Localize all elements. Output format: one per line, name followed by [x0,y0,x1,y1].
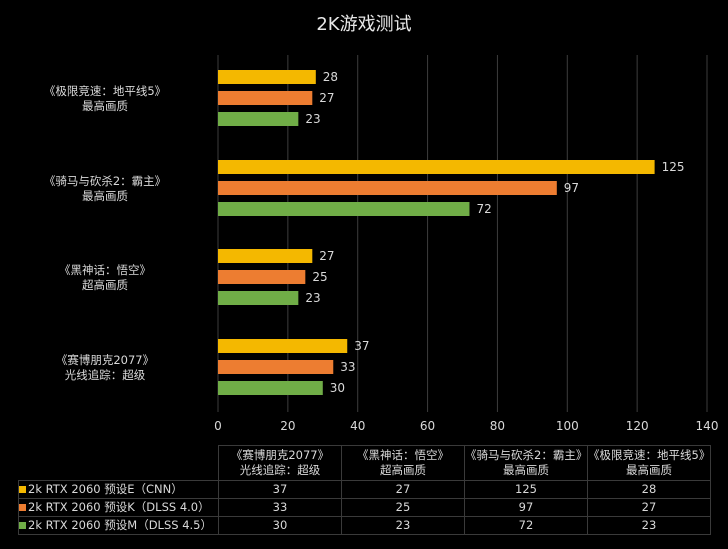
x-tick-label: 140 [696,419,719,433]
category-label-line: 《黑神话：悟空》 [59,263,151,277]
table-cell: 97 [464,498,588,517]
category-label: 《极限竞速：地平线5》 最高画质 [0,84,210,114]
bar [218,181,557,195]
table-row: 2k RTX 2060 预设M（DLSS 4.5） 30 23 72 23 [18,516,711,535]
x-tick-label: 120 [626,419,649,433]
table-cell: 33 [218,498,342,517]
table-cell: 125 [464,480,588,499]
bar [218,112,299,126]
category-label-line: 《赛博朋克2077》 [55,353,155,367]
column-header-line: 超高画质 [380,463,426,477]
chart-title: 2K游戏测试 [316,14,412,35]
data-label: 28 [323,70,338,84]
table-row: 2k RTX 2060 预设E（CNN） 37 27 125 28 [18,480,711,499]
data-label: 72 [476,202,491,216]
table-column-header: 《赛博朋克2077》 光线追踪：超级 [218,445,342,481]
bar [218,291,299,305]
bar [218,202,470,216]
table-cell: 72 [464,516,588,535]
bar [218,339,348,353]
legend-swatch [19,486,26,493]
table-cell: 28 [587,480,711,499]
x-tick-label: 60 [420,419,435,433]
bar [218,70,316,84]
table-cell: 23 [341,516,465,535]
x-tick-label: 100 [556,419,579,433]
legend-swatch [19,504,26,511]
category-label: 《黑神话：悟空》 超高画质 [0,263,210,293]
category-label-line: 《骑马与砍杀2：霸主》 [43,174,167,188]
column-header-line: 光线追踪：超级 [239,463,321,477]
bar [218,360,334,374]
table-column-header: 《黑神话：悟空》 超高画质 [341,445,465,481]
column-header-line: 《黑神话：悟空》 [357,448,449,462]
column-header-line: 《极限竞速：地平线5》 [588,448,711,462]
table-column-header: 《极限竞速：地平线5》 最高画质 [587,445,711,481]
table-cell: 30 [218,516,342,535]
bar [218,249,313,263]
series-name: 2k RTX 2060 预设M（DLSS 4.5） [28,518,212,532]
data-label: 30 [330,381,345,395]
series-legend-label: 2k RTX 2060 预设M（DLSS 4.5） [18,516,219,535]
bar [218,160,655,174]
table-cell: 27 [341,480,465,499]
category-label: 《骑马与砍杀2：霸主》 最高画质 [0,174,210,204]
data-label: 27 [319,91,334,105]
series-name: 2k RTX 2060 预设K（DLSS 4.0） [28,500,210,514]
x-tick-label: 0 [214,419,222,433]
data-label: 33 [340,360,355,374]
column-header-line: 《骑马与砍杀2：霸主》 [465,448,588,462]
data-label: 125 [662,160,685,174]
data-label: 37 [354,339,369,353]
table-cell: 27 [587,498,711,517]
data-label: 97 [564,181,579,195]
x-tick-label: 40 [350,419,365,433]
category-label: 《赛博朋克2077》 光线追踪：超级 [0,353,210,383]
data-label: 27 [319,249,334,263]
category-label-line: 最高画质 [82,189,128,203]
category-label-line: 最高画质 [82,99,128,113]
table-column-header: 《骑马与砍杀2：霸主》 最高画质 [464,445,588,481]
bar [218,91,313,105]
table-cell: 23 [587,516,711,535]
series-legend-label: 2k RTX 2060 预设K（DLSS 4.0） [18,498,219,517]
data-label: 23 [305,291,320,305]
x-tick-label: 20 [280,419,295,433]
category-label-line: 《极限竞速：地平线5》 [43,84,167,98]
table-cell: 25 [341,498,465,517]
column-header-line: 最高画质 [626,463,672,477]
category-label-line: 超高画质 [82,278,128,292]
series-name: 2k RTX 2060 预设E（CNN） [28,482,183,496]
bar [218,270,306,284]
table-corner [18,445,219,481]
table-cell: 37 [218,480,342,499]
category-label-line: 光线追踪：超级 [64,368,146,382]
data-label: 23 [305,112,320,126]
data-label: 25 [312,270,327,284]
table-row: 2k RTX 2060 预设K（DLSS 4.0） 33 25 97 27 [18,498,711,517]
bar-chart: 0 20 40 60 80 100 120 140 37 33 30 27 25 23 125 97 72 28 2… [214,55,719,433]
x-tick-label: 80 [490,419,505,433]
legend-swatch [19,522,26,529]
data-table: 《赛博朋克2077》 光线追踪：超级 《黑神话：悟空》 超高画质 《骑马与砍杀2：霸主》… [18,445,711,535]
series-legend-label: 2k RTX 2060 预设E（CNN） [18,480,219,499]
column-header-line: 最高画质 [503,463,549,477]
column-header-line: 《赛博朋克2077》 [230,448,330,462]
bar [218,381,323,395]
